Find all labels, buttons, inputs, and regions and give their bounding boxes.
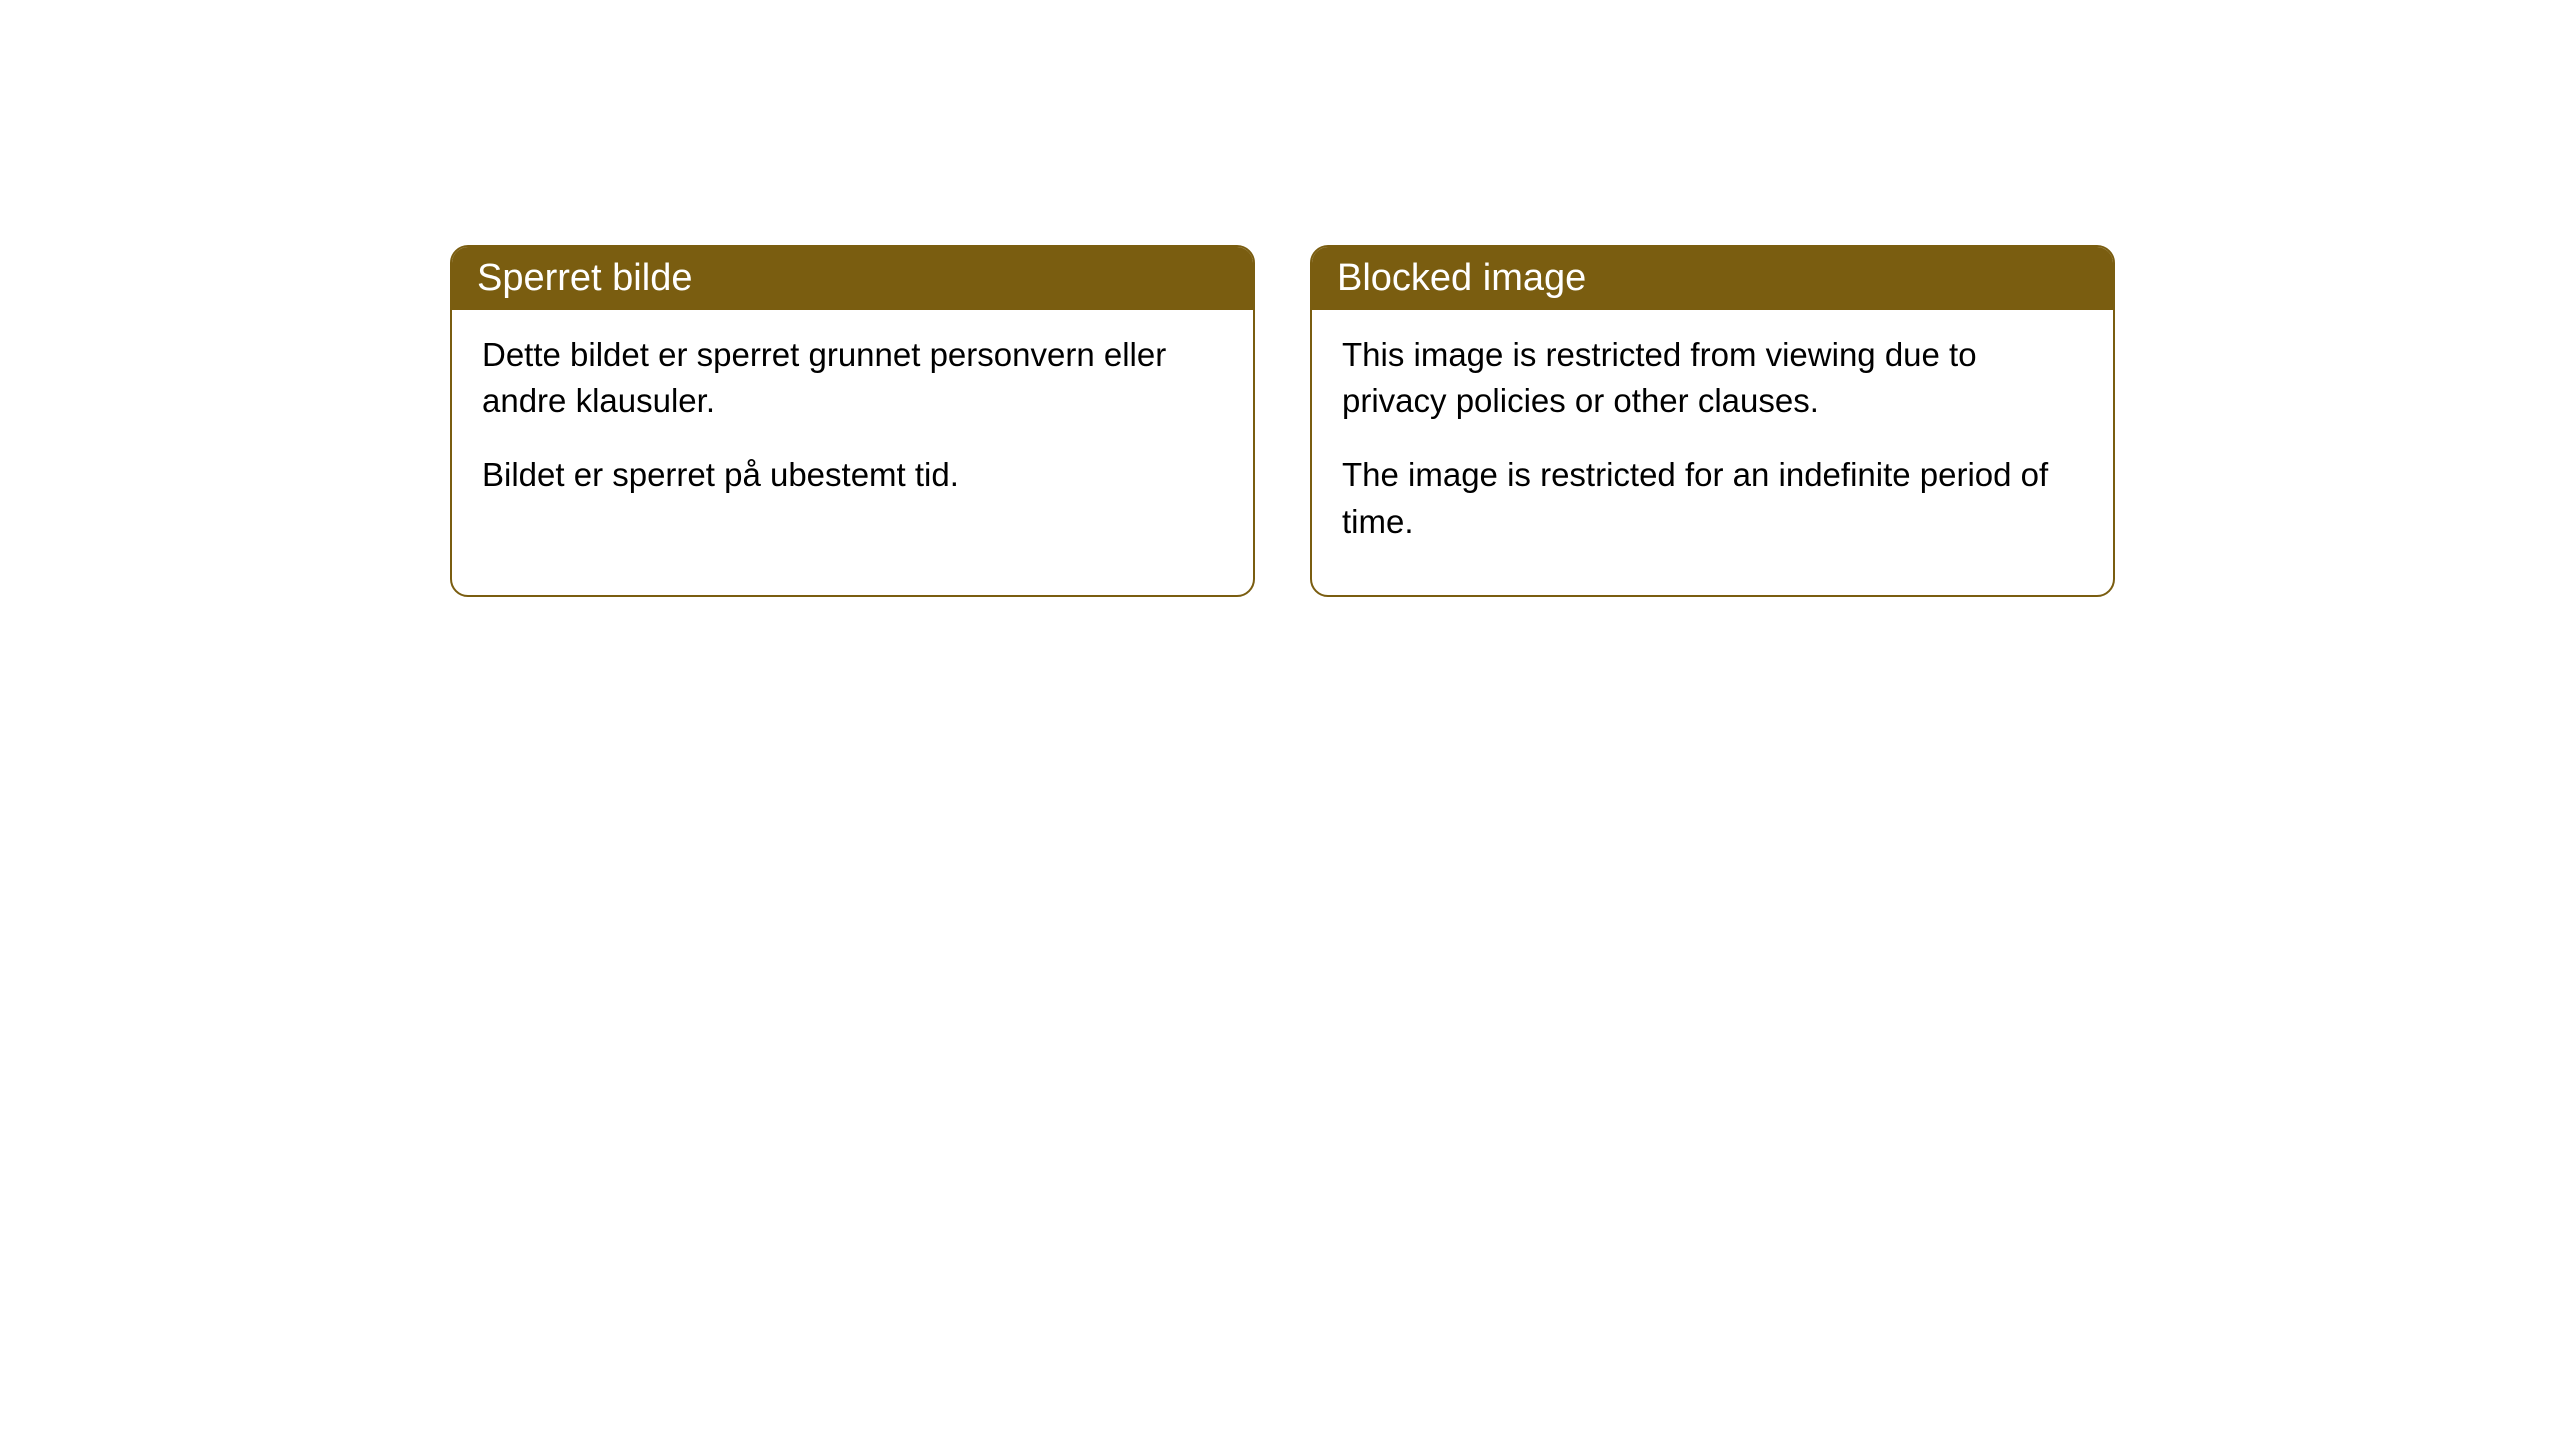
card-paragraph: Dette bildet er sperret grunnet personve… (482, 332, 1223, 424)
blocked-image-card-english: Blocked image This image is restricted f… (1310, 245, 2115, 597)
blocked-image-card-norwegian: Sperret bilde Dette bildet er sperret gr… (450, 245, 1255, 597)
card-body: Dette bildet er sperret grunnet personve… (452, 310, 1253, 549)
card-body: This image is restricted from viewing du… (1312, 310, 2113, 595)
card-header: Blocked image (1312, 247, 2113, 310)
card-paragraph: This image is restricted from viewing du… (1342, 332, 2083, 424)
card-title: Blocked image (1337, 257, 1586, 299)
notice-cards-container: Sperret bilde Dette bildet er sperret gr… (450, 245, 2115, 597)
card-title: Sperret bilde (477, 257, 692, 299)
card-paragraph: The image is restricted for an indefinit… (1342, 452, 2083, 544)
card-paragraph: Bildet er sperret på ubestemt tid. (482, 452, 1223, 498)
card-header: Sperret bilde (452, 247, 1253, 310)
